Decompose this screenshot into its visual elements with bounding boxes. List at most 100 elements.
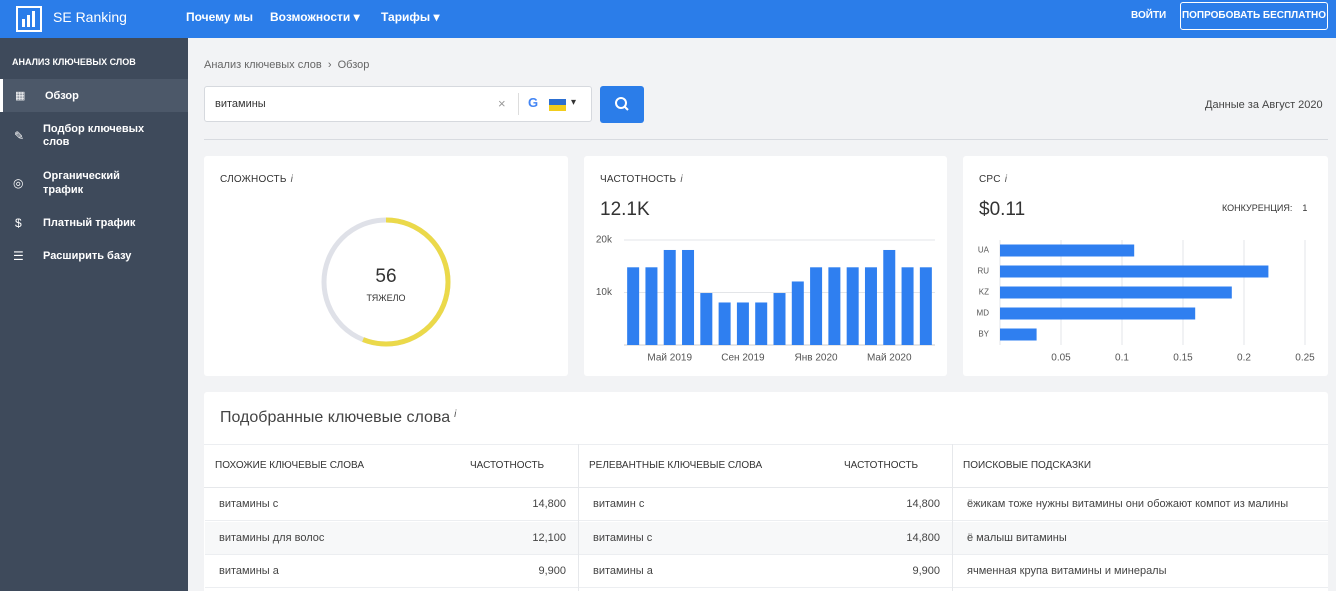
icon: ◎ <box>13 176 24 190</box>
bar <box>901 267 914 345</box>
y-tick-label: BY <box>978 330 989 339</box>
label: СЛОЖНОСТЬ <box>220 174 287 185</box>
flag-bottom <box>549 105 566 111</box>
menu-item[interactable]: Обзор <box>45 90 79 102</box>
bar <box>645 267 658 345</box>
cta-button[interactable]: ПОПРОБОВАТЬ БЕСПЛАТНО <box>1180 2 1328 30</box>
info[interactable]: i <box>1004 174 1008 185</box>
volume-value: 12.1K <box>600 199 650 220</box>
flag-top <box>549 99 566 105</box>
competition-label: КОНКУРЕНЦИЯ: <box>1222 203 1293 213</box>
difficulty-value: 56 <box>375 266 397 287</box>
tables: витамины с 14,800 витамины для волос 12,100… <box>204 444 1328 591</box>
nav-link[interactable]: Тарифы ▾ <box>381 10 440 24</box>
sidebar-title: АНАЛИЗ КЛЮЧЕВЫХ СЛОВ <box>12 57 136 67</box>
sidebar: АНАЛИЗ КЛЮЧЕВЫХ СЛОВ ▦ Обзор ✎ Подбор кл… <box>0 38 188 591</box>
bar <box>846 267 859 345</box>
gauge <box>321 217 451 347</box>
nav-link[interactable]: Почему мы <box>186 10 253 24</box>
competition: КОНКУРЕНЦИЯ: 1 <box>1222 203 1307 213</box>
column-header: ЧАСТОТНОСТЬ <box>844 460 919 471</box>
crumb[interactable]: Анализ ключевых слов <box>204 59 322 71</box>
table-header-bg <box>204 444 1328 488</box>
cpc-value: $0.11 <box>979 199 1026 220</box>
keyword-cell[interactable]: витамины с <box>593 531 653 544</box>
bar <box>663 249 676 345</box>
top-bar: SE Ranking Почему мы Возможности ▾ Тариф… <box>0 0 1336 38</box>
column-header: ПОХОЖИЕ КЛЮЧЕВЫЕ СЛОВА <box>215 460 364 471</box>
menu-item[interactable]: Расширить базу <box>43 250 132 262</box>
x-tick-label: 0.1 <box>1115 353 1129 364</box>
competition-value: 1 <box>1302 203 1308 213</box>
bar <box>1000 286 1232 299</box>
bar <box>755 302 768 345</box>
logo-icon <box>16 6 42 32</box>
difficulty-card: СЛОЖНОСТЬ i 56 ТЯЖЕЛО <box>204 156 568 376</box>
login[interactable]: ВОЙТИ <box>1131 10 1167 21</box>
gauge-arc <box>321 217 451 347</box>
info[interactable]: i <box>680 174 683 185</box>
card-label: CPC i <box>979 174 1007 185</box>
info[interactable]: i <box>454 409 457 420</box>
column-header: ПОИСКОВЫЕ ПОДСКАЗКИ <box>963 460 1092 471</box>
search-input[interactable]: витамины <box>215 98 266 110</box>
menu-item[interactable]: Органический трафик <box>43 170 120 196</box>
keyword-cell[interactable]: ячменная крупа витамины и минералы <box>967 565 1167 577</box>
section-title: Подобранные ключевые слова i <box>220 409 456 427</box>
divider <box>518 93 519 115</box>
x-tick-label: 0.05 <box>1051 353 1071 364</box>
keywords-section: Подобранные ключевые слова i витамины с 14… <box>204 392 1328 591</box>
column-header: ЧАСТОТНОСТЬ <box>470 460 545 471</box>
active-item-bg <box>0 79 188 112</box>
keyword-cell[interactable]: витамин с <box>593 498 645 510</box>
card-label: ЧАСТОТНОСТЬ i <box>600 174 683 185</box>
breadcrumb: Анализ ключевых слов › Обзор <box>204 59 370 71</box>
data-date: Данные за Август 2020 <box>1205 99 1323 111</box>
icon: $ <box>15 216 22 230</box>
keyword-cell[interactable]: витамины для волос <box>219 531 325 544</box>
separator <box>204 139 1328 140</box>
keyword-cell[interactable]: витамины а <box>593 565 653 577</box>
volume-cell: 14,800 <box>906 498 940 510</box>
logo[interactable]: SE Ranking <box>53 9 127 25</box>
difficulty-level: ТЯЖЕЛО <box>366 293 406 303</box>
table-row <box>205 521 578 555</box>
keyword-cell[interactable]: витамины а <box>219 565 279 577</box>
x-tick-label: 0.15 <box>1173 353 1193 364</box>
search-button[interactable] <box>600 86 644 123</box>
volume-card: ЧАСТОТНОСТЬ i 12.1K 10k 20k Май 2019 Сен 201… <box>584 156 947 376</box>
keyword-cell[interactable]: витамины с <box>219 498 279 510</box>
cpc-card: CPC i $0.11 КОНКУРЕНЦИЯ: 1 0.05 0.1 0.15 0.2… <box>963 156 1328 376</box>
icon: ✎ <box>14 129 25 143</box>
table-row <box>579 488 952 521</box>
keyword-cell[interactable]: ё малыш витамины <box>967 531 1067 544</box>
y-tick-label: RU <box>977 267 989 276</box>
table-row <box>205 555 578 588</box>
dropdown-icon[interactable]: ▾ <box>571 97 577 108</box>
table-row <box>953 521 1328 555</box>
info[interactable]: i <box>290 174 294 185</box>
search-box[interactable]: витамины × G ▾ <box>204 86 592 122</box>
volume-cell: 14,800 <box>532 498 566 510</box>
keyword-cell[interactable]: ёжикам тоже нужны витамины они обожают к… <box>967 498 1289 510</box>
y-tick-label: KZ <box>979 288 989 297</box>
y-tick-label: 10k <box>596 287 613 298</box>
title: Подобранные ключевые слова <box>220 409 451 426</box>
bar <box>791 281 804 345</box>
bar <box>627 267 640 345</box>
label: ЧАСТОТНОСТЬ <box>600 174 677 185</box>
nav-link[interactable]: Возможности ▾ <box>270 10 360 24</box>
column-divider <box>578 444 579 591</box>
x-tick-label: 0.25 <box>1295 353 1315 364</box>
google-icon: G <box>528 95 539 110</box>
menu-item[interactable]: Подбор ключевых слов <box>43 123 145 148</box>
menu-item[interactable]: Платный трафик <box>43 217 136 229</box>
volume-cell: 9,900 <box>912 565 940 577</box>
card-label: СЛОЖНОСТЬ i <box>220 174 293 185</box>
bar <box>773 293 786 345</box>
bar <box>718 302 731 345</box>
clear-icon[interactable]: × <box>498 96 506 111</box>
bar <box>736 302 749 345</box>
search-icon <box>615 97 629 111</box>
